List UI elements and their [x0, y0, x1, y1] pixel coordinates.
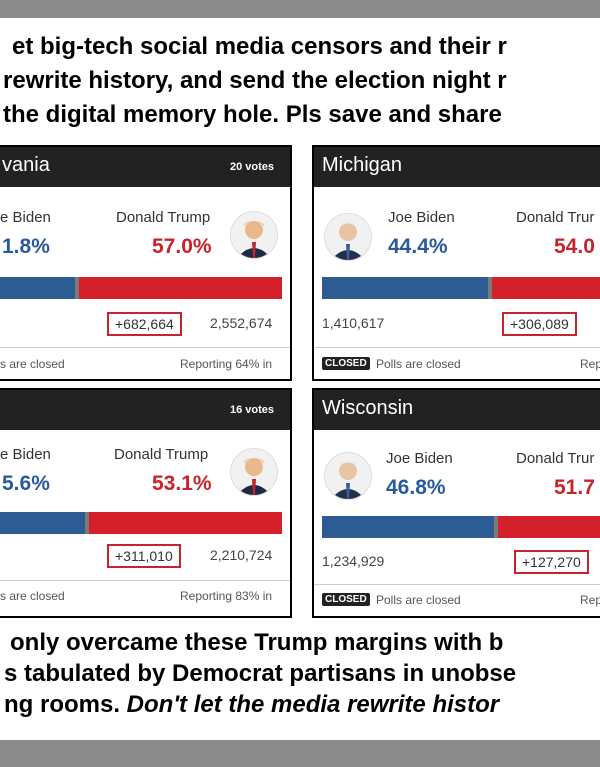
reporting-status: Rep	[580, 593, 600, 607]
electoral-votes: 16 votes	[230, 404, 275, 416]
electoral-votes: 20 votes	[230, 161, 275, 173]
bar-divider	[488, 277, 492, 299]
headline-line-1: et big-tech social media censors and the…	[12, 33, 507, 60]
card-pennsylvania: vania 20 votes e Biden 1.8% Donald Trump…	[0, 145, 292, 381]
biden-name: e Biden	[0, 446, 51, 463]
trump-margin: +127,270	[514, 550, 589, 574]
trump-bar	[79, 277, 282, 299]
card-header: Michigan	[314, 147, 600, 187]
bar-divider	[75, 277, 79, 299]
biden-bar	[0, 277, 75, 299]
biden-vote-count: 1,410,617	[322, 315, 385, 331]
reporting-status: Reporting 83% in	[180, 589, 273, 603]
card-divider	[0, 347, 290, 348]
biden-bar	[322, 516, 494, 538]
closed-badge: CLOSED	[322, 593, 370, 606]
trump-vote-count: 2,210,724	[210, 547, 273, 563]
state-name: vania	[2, 154, 50, 176]
trump-avatar	[230, 211, 278, 259]
card-header: Wisconsin	[314, 390, 600, 430]
biden-name: Joe Biden	[386, 450, 453, 467]
trump-percent: 53.1%	[152, 472, 212, 495]
biden-vote-count: 1,234,929	[322, 553, 385, 569]
biden-percent: 46.8%	[386, 476, 446, 499]
card-divider	[0, 580, 290, 581]
card-header: 16 votes	[0, 390, 290, 430]
trump-bar	[498, 516, 600, 538]
state-name: Wisconsin	[322, 397, 414, 419]
card-georgia: 16 votes e Biden 5.6% Donald Trump 53.1%…	[0, 388, 292, 618]
trump-percent: 57.0%	[152, 235, 212, 258]
trump-name: Donald Trur	[516, 209, 595, 226]
reporting-status: Reporting 64% in	[180, 357, 273, 371]
bar-divider	[85, 512, 89, 534]
trump-margin: +682,664	[107, 312, 182, 336]
poll-status: s are closed	[0, 589, 65, 603]
state-name: Michigan	[322, 154, 403, 176]
biden-percent: 1.8%	[2, 235, 50, 258]
trump-vote-count: 2,552,674	[210, 315, 273, 331]
trump-bar	[89, 512, 282, 534]
trump-margin: +311,010	[107, 544, 181, 568]
biden-percent: 5.6%	[2, 472, 50, 495]
trump-name: Donald Trump	[114, 446, 209, 463]
footer-line-3-plain: ng rooms.	[4, 691, 127, 718]
biden-bar	[322, 277, 488, 299]
biden-avatar	[324, 213, 372, 261]
trump-bar	[492, 277, 600, 299]
card-header: vania 20 votes	[0, 147, 290, 187]
biden-bar	[0, 512, 85, 534]
biden-percent: 44.4%	[388, 235, 448, 258]
footer-line-2: s tabulated by Democrat partisans in uno…	[4, 660, 517, 687]
footer-line-3-italic: Don't let the media rewrite histor	[126, 691, 500, 718]
reporting-status: Rep	[580, 357, 600, 371]
footer-line-3: ng rooms. Don't let the media rewrite hi…	[4, 690, 499, 719]
card-divider	[314, 584, 600, 585]
card-michigan: Michigan Joe Biden 44.4% Donald Trur 54.…	[312, 145, 600, 381]
trump-margin: +306,089	[502, 312, 577, 336]
headline-line-2: rewrite history, and send the election n…	[3, 67, 507, 94]
poll-status: s are closed	[0, 357, 65, 371]
footer-line-1: only overcame these Trump margins with b	[10, 629, 504, 656]
poll-status: Polls are closed	[376, 357, 461, 371]
poll-status: Polls are closed	[376, 593, 461, 607]
bar-divider	[494, 516, 498, 538]
card-wisconsin: Wisconsin Joe Biden 46.8% Donald Trur 51…	[312, 388, 600, 618]
card-divider	[314, 347, 600, 348]
trump-name: Donald Trur	[516, 450, 595, 467]
trump-percent: 51.7	[554, 476, 595, 499]
trump-percent: 54.0	[554, 235, 595, 258]
closed-badge: CLOSED	[322, 357, 370, 370]
biden-name: e Biden	[0, 209, 51, 226]
trump-name: Donald Trump	[116, 209, 211, 226]
headline-line-3: the digital memory hole. Pls save and sh…	[3, 101, 502, 128]
trump-avatar	[230, 448, 278, 496]
biden-name: Joe Biden	[388, 209, 455, 226]
biden-avatar	[324, 452, 372, 500]
